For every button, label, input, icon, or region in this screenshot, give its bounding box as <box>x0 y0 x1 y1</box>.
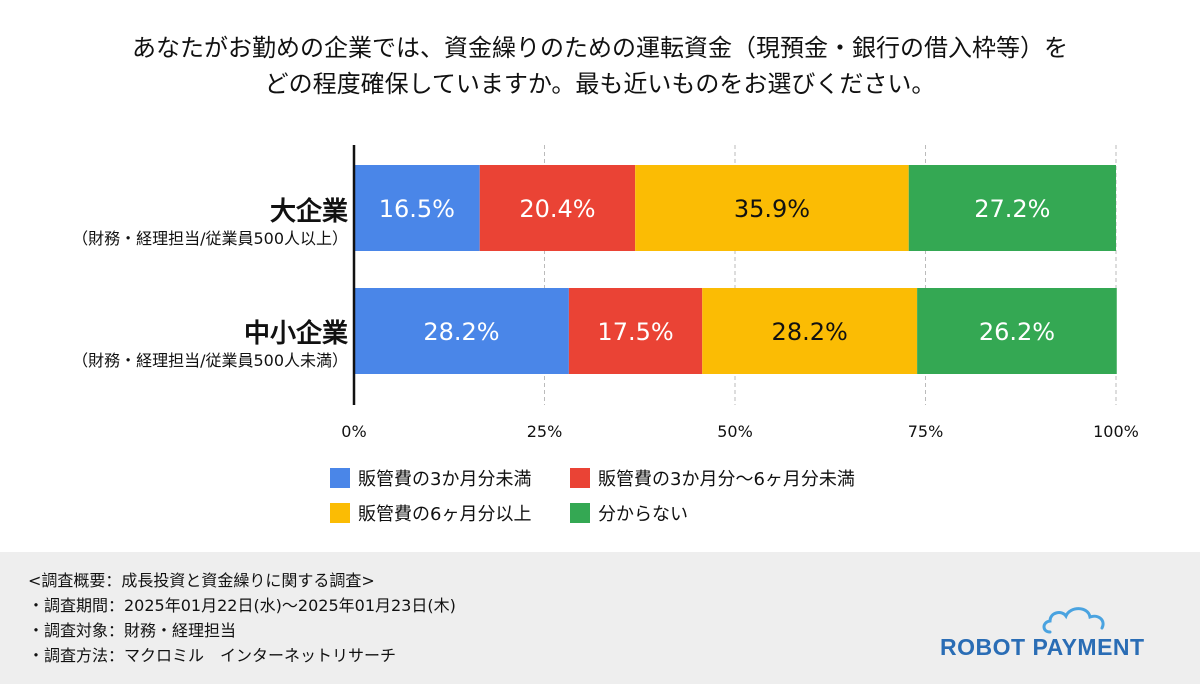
legend-item: 販管費の3か月分未満 <box>330 465 531 491</box>
data-label: 16.5% <box>379 195 455 223</box>
bar-segment <box>479 165 636 251</box>
category-label-sme: 中小企業 （財務・経理担当/従業員500人未満） <box>72 318 348 372</box>
x-tick-label: 75% <box>908 422 944 441</box>
category-subtitle: （財務・経理担当/従業員500人以上） <box>72 229 348 248</box>
bar-segment <box>635 165 909 251</box>
bar-segment <box>917 288 1117 374</box>
x-tick-label: 100% <box>1093 422 1139 441</box>
survey-note-period: ・調査期間：2025年01月22日(水)〜2025年01月23日(木) <box>28 596 456 615</box>
survey-note-method: ・調査方法：マクロミル インターネットリサーチ <box>28 646 397 665</box>
survey-footer: <調査概要：成長投資と資金繰りに関する調査> ・調査期間：2025年01月22日… <box>0 552 1200 684</box>
category-name: 大企業 <box>269 197 348 227</box>
legend-swatch <box>570 503 590 523</box>
x-tick-label: 0% <box>341 422 366 441</box>
category-subtitle: （財務・経理担当/従業員500人未満） <box>72 351 348 370</box>
legend-label: 販管費の6ヶ月分以上 <box>358 504 532 525</box>
data-label: 20.4% <box>519 195 595 223</box>
legend-swatch <box>330 503 350 523</box>
data-label: 27.2% <box>974 195 1050 223</box>
data-label: 35.9% <box>734 195 810 223</box>
bar-segment <box>908 165 1116 251</box>
x-tick-label: 25% <box>527 422 563 441</box>
data-label: 28.2% <box>423 318 499 346</box>
data-label: 26.2% <box>979 318 1055 346</box>
data-label: 17.5% <box>597 318 673 346</box>
legend-swatch <box>330 468 350 488</box>
stacked-bar-chart: 16.5% 28.2% 20.4% 17.5% 35.9% 28.2% 27.2% 26.2%… <box>341 145 1139 441</box>
survey-notes: <調査概要：成長投資と資金繰りに関する調査> ・調査期間：2025年01月22日… <box>28 568 456 668</box>
chart-title-line-1: あなたがお勤めの企業では、資金繰りのための運転資金（現預金・銀行の借入枠等）を <box>132 34 1068 62</box>
robot-payment-logo: ROBOT PAYMENT <box>940 607 1160 668</box>
legend-item: 販管費の3か月分〜6ヶ月分未満 <box>570 465 855 491</box>
legend-label: 販管費の3か月分未満 <box>358 469 532 490</box>
x-tick-label: 50% <box>717 422 753 441</box>
chart-title-line-2: どの程度確保していますか。最も近いものをお選びください。 <box>264 70 936 98</box>
bar-segment <box>702 288 918 374</box>
chart-title: あなたがお勤めの企業では、資金繰りのための運転資金（現預金・銀行の借入枠等）を … <box>0 30 1200 102</box>
category-label-large-enterprise: 大企業 （財務・経理担当/従業員500人以上） <box>72 196 348 250</box>
category-name: 中小企業 <box>243 319 348 349</box>
survey-note-heading: <調査概要：成長投資と資金繰りに関する調査> <box>28 571 375 590</box>
legend-label: 販管費の3か月分〜6ヶ月分未満 <box>598 469 855 490</box>
cloud-icon <box>1042 607 1105 634</box>
legend-item: 分からない <box>570 500 688 526</box>
data-label: 28.2% <box>772 318 848 346</box>
legend-swatch <box>570 468 590 488</box>
bar-segment <box>354 288 569 374</box>
bar-segment <box>354 165 480 251</box>
legend-label: 分からない <box>598 504 688 525</box>
survey-note-target: ・調査対象：財務・経理担当 <box>28 621 237 640</box>
logo-text: ROBOT PAYMENT <box>940 634 1145 660</box>
bar-segment <box>568 288 703 374</box>
legend-item: 販管費の6ヶ月分以上 <box>330 500 531 526</box>
